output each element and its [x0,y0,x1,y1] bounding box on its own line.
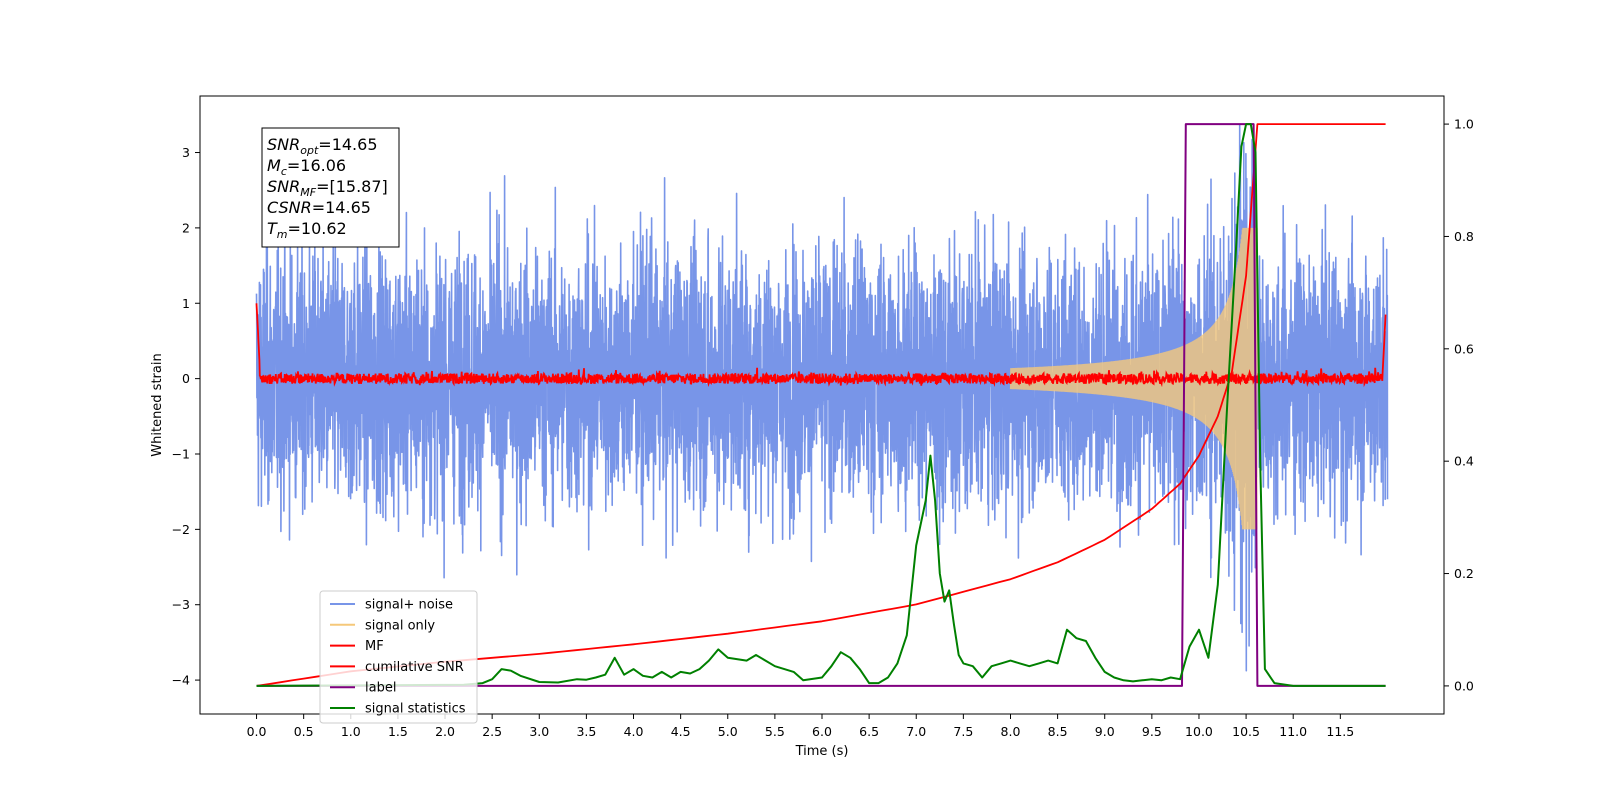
x-axis-label: Time (s) [795,744,849,759]
x-tick-label: 7.5 [953,724,973,739]
y-right-tick-label: 0.8 [1454,229,1474,244]
y-left-tick-label: 3 [182,145,190,160]
annotation-value: =16.06 [287,156,346,175]
x-tick-label: 8.5 [1048,724,1068,739]
y-left-tick-label: −4 [172,673,190,688]
x-tick-label: 11.5 [1326,724,1354,739]
annotation-line: Mc=16.06 [267,156,346,178]
x-tick-label: 9.0 [1095,724,1115,739]
annotation-subscript: opt [300,144,319,157]
legend-entry: cumilative SNR [365,660,464,675]
y-right-tick-label: 1.0 [1454,117,1474,132]
annotation-symbol: M [267,156,281,175]
annotation-symbol: T [267,219,278,238]
x-tick-label: 6.5 [859,724,879,739]
series-layer [255,123,1389,687]
legend: signal+ noise signal only MF cumilative SNR… [319,590,478,724]
x-tick-label: 2.0 [435,724,455,739]
y-right-tick-label: 0.2 [1454,566,1474,581]
annotation-subscript: c [281,165,287,178]
x-tick-label: 5.0 [718,724,738,739]
x-tick-label: 0.5 [294,724,314,739]
y-right-tick-label: 0.4 [1454,454,1474,469]
legend-frame [319,590,478,724]
x-tick-label: 7.0 [906,724,926,739]
y-left-tick-label: 1 [182,296,190,311]
annotation-symbol: CSNR [267,198,312,217]
series-label [256,123,1386,687]
y-right-tick-label: 0.0 [1454,678,1474,693]
legend-entry: signal+ noise [365,598,453,613]
y-left-tick-label: −1 [172,446,190,461]
annotation-line: SNRMF=[15.87] [267,177,388,199]
annotation-line: CSNR=14.65 [267,198,371,217]
y-right-tick-label: 0.6 [1454,341,1474,356]
x-tick-label: 9.5 [1142,724,1162,739]
y-left-tick-label: 2 [182,220,190,235]
annotation-value: =14.65 [318,135,377,154]
y-axis-label: Whitened strain [150,353,165,456]
x-tick-label: 3.0 [529,724,549,739]
x-tick-label: 5.5 [765,724,785,739]
annotation-line: Tm=10.62 [267,219,347,241]
annotation-symbol: SNR [267,177,300,196]
x-tick-label: 1.5 [388,724,408,739]
x-tick-label: 0.0 [247,724,267,739]
x-tick-label: 11.0 [1279,724,1307,739]
annotation-value: =10.62 [288,219,347,238]
series-signal-statistics [256,123,1386,687]
annotation-frame [261,127,400,248]
x-tick-label: 2.5 [482,724,502,739]
x-tick-label: 8.0 [1001,724,1021,739]
axes-layer: 0.0 0.5 1.0 1.5 2.0 2.5 3.0 3.5 4.0 4.5 5.0 5.5 6.0 6… [172,117,1474,739]
y-left-tick-label: −3 [172,597,190,612]
x-tick-label: 4.0 [624,724,644,739]
series-signal-noise [255,124,1389,672]
x-tick-label: 4.5 [671,724,691,739]
legend-entry: label [365,681,396,696]
legend-entry: signal only [365,618,435,633]
annotation-value: =14.65 [312,198,371,217]
x-tick-label: 1.0 [341,724,361,739]
legend-entry: MF [365,639,384,654]
annotation-box: SNRopt=14.65Mc=16.06SNRMF=[15.87]CSNR=14… [261,127,400,248]
y-left-tick-label: 0 [182,371,190,386]
legend-entry: signal statistics [365,702,466,717]
annotation-subscript: m [277,228,288,241]
annotation-subscript: MF [300,186,316,199]
x-tick-label: 3.5 [576,724,596,739]
annotation-line: SNRopt=14.65 [267,135,378,157]
annotation-value: =[15.87] [316,177,388,196]
x-tick-label: 10.0 [1185,724,1213,739]
series-cumulative-snr [256,123,1386,687]
x-tick-label: 6.0 [812,724,832,739]
series-signal-only [1009,227,1258,530]
series-mf [255,303,1387,388]
annotation-symbol: SNR [267,135,300,154]
x-tick-label: 10.5 [1232,724,1260,739]
y-left-tick-label: −2 [172,522,190,537]
